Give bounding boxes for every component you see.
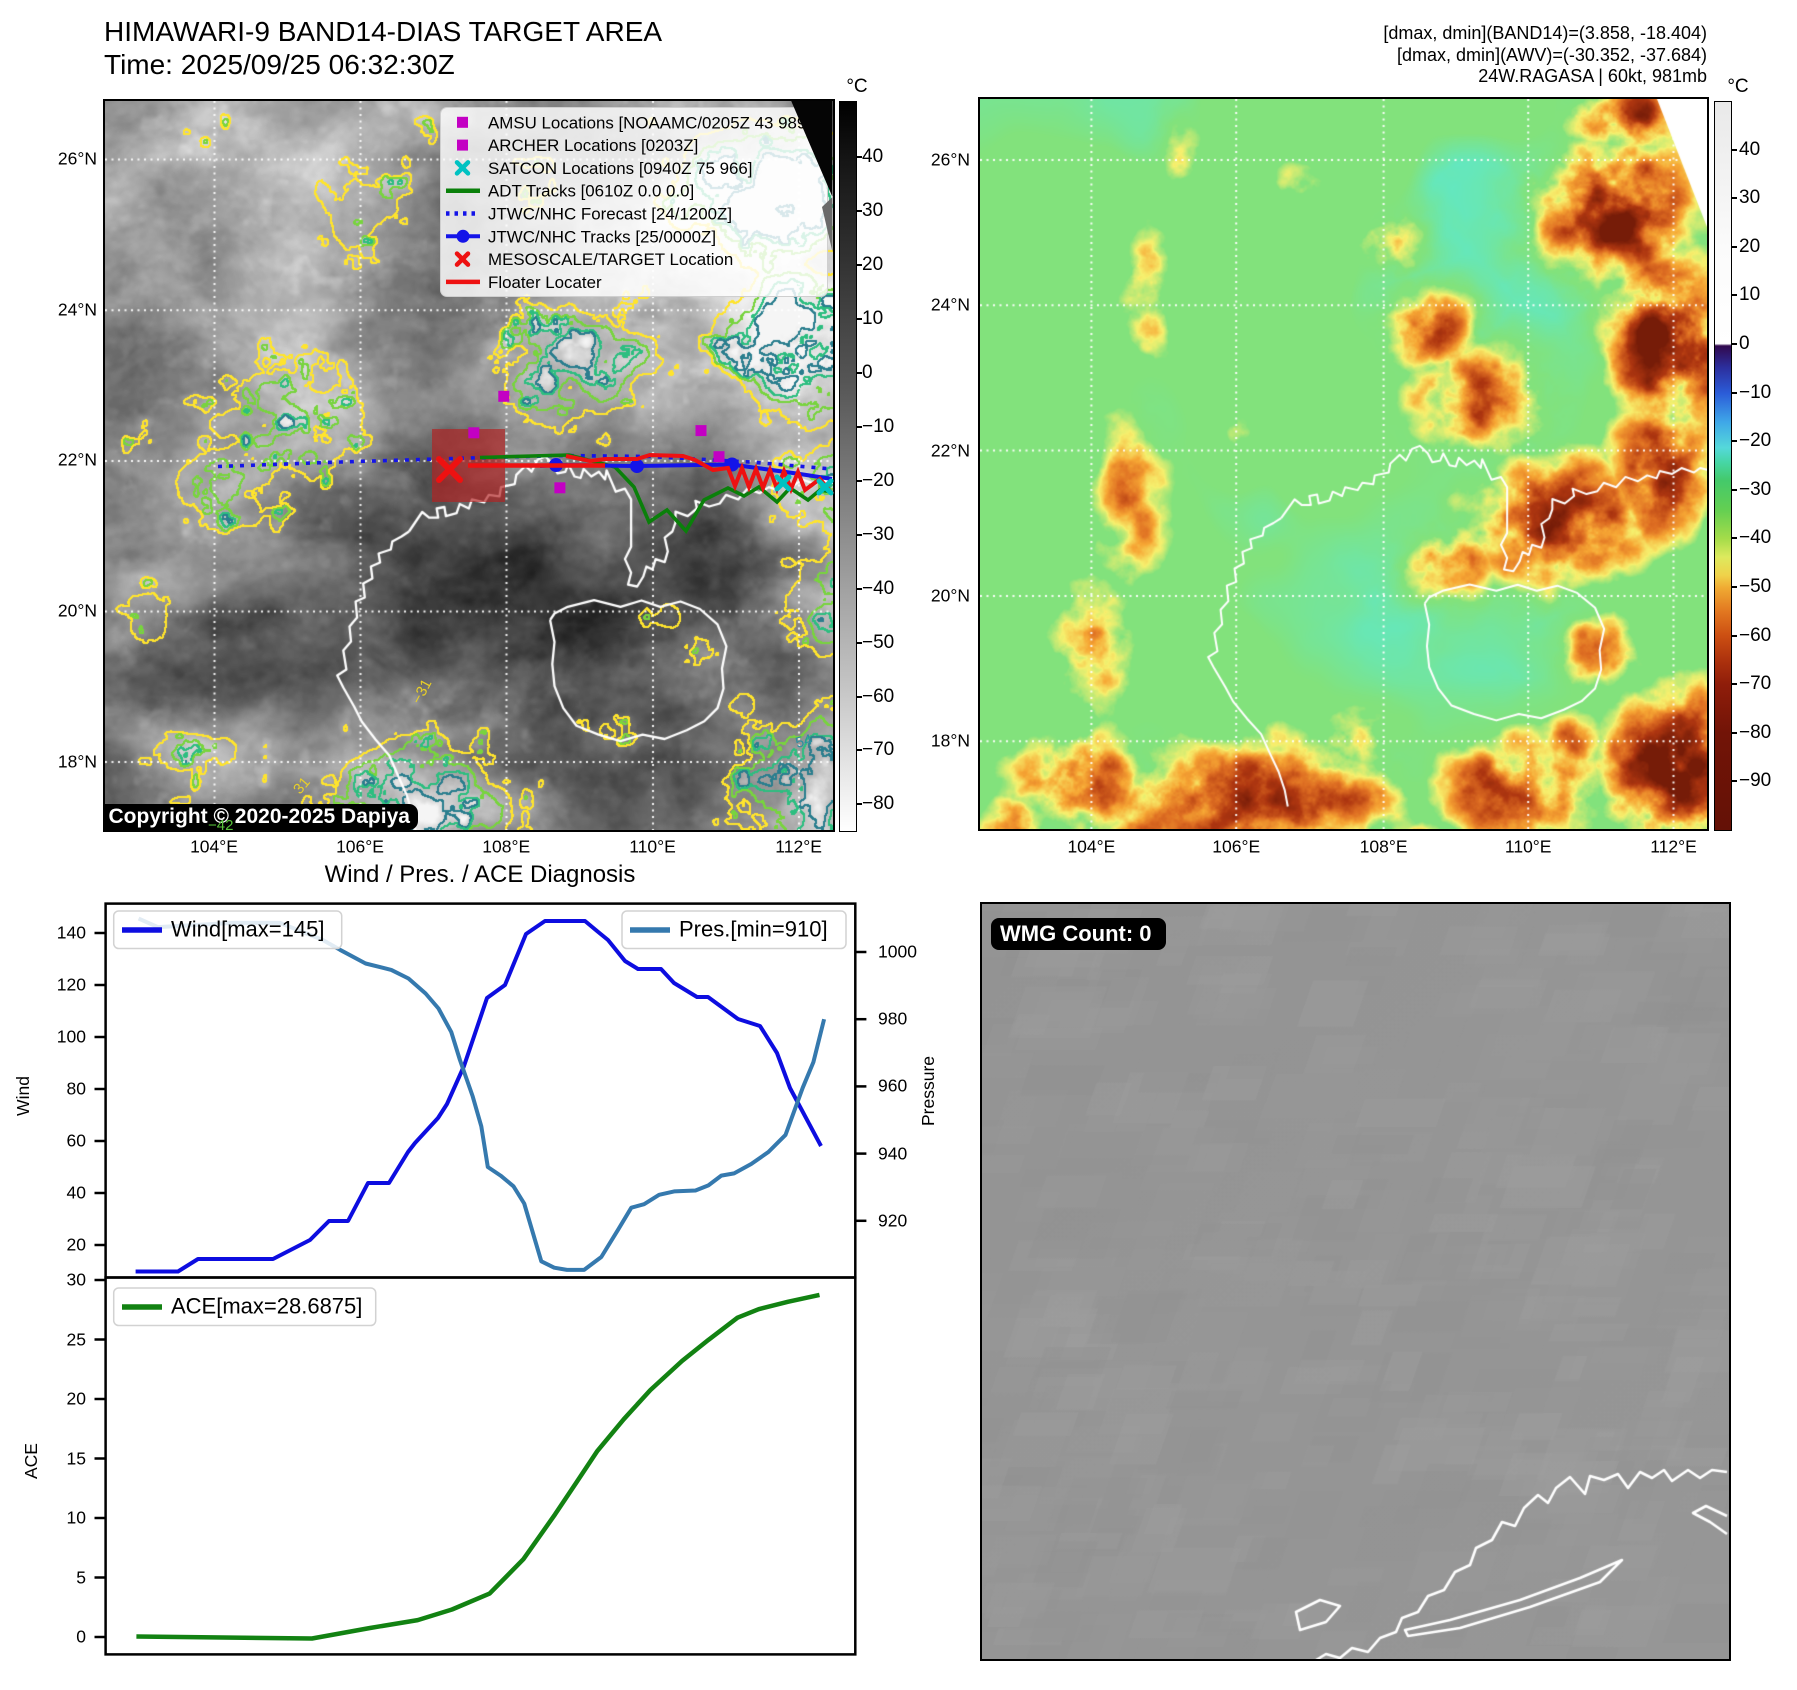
svg-text:Wind: Wind [13,1076,33,1116]
svg-text:ARCHER Locations [0203Z]: ARCHER Locations [0203Z] [488,136,698,155]
svg-text:ADT Tracks [0610Z 0.0 0.0]: ADT Tracks [0610Z 0.0 0.0] [488,182,694,201]
svg-text:31: 31 [290,774,314,798]
svg-text:Wind[max=145]: Wind[max=145] [171,917,324,942]
svg-text:JTWC/NHC Forecast [24/1200Z]: JTWC/NHC Forecast [24/1200Z] [488,205,732,224]
svg-text:54: 54 [794,731,815,752]
svg-text:ACE: ACE [21,1443,41,1479]
svg-text:JTWC/NHC Tracks [25/0000Z]: JTWC/NHC Tracks [25/0000Z] [488,227,716,246]
svg-text:Pressure: Pressure [918,1056,938,1126]
svg-text:−31: −31 [409,676,436,706]
svg-text:MESOSCALE/TARGET Location: MESOSCALE/TARGET Location [488,250,733,269]
svg-text:ACE[max=28.6875]: ACE[max=28.6875] [171,1294,362,1319]
svg-text:Floater Locater: Floater Locater [488,273,602,292]
svg-text:SATCON Locations [0940Z 75 966: SATCON Locations [0940Z 75 966] [488,159,752,178]
svg-text:AMSU Locations [NOAAMC/0205Z 4: AMSU Locations [NOAAMC/0205Z 43 989] [488,113,811,132]
svg-text:−42: −42 [208,817,233,834]
svg-text:Pres.[min=910]: Pres.[min=910] [679,917,828,942]
svg-text:Wind / Pres. / ACE Diagnosis: Wind / Pres. / ACE Diagnosis [325,861,636,888]
